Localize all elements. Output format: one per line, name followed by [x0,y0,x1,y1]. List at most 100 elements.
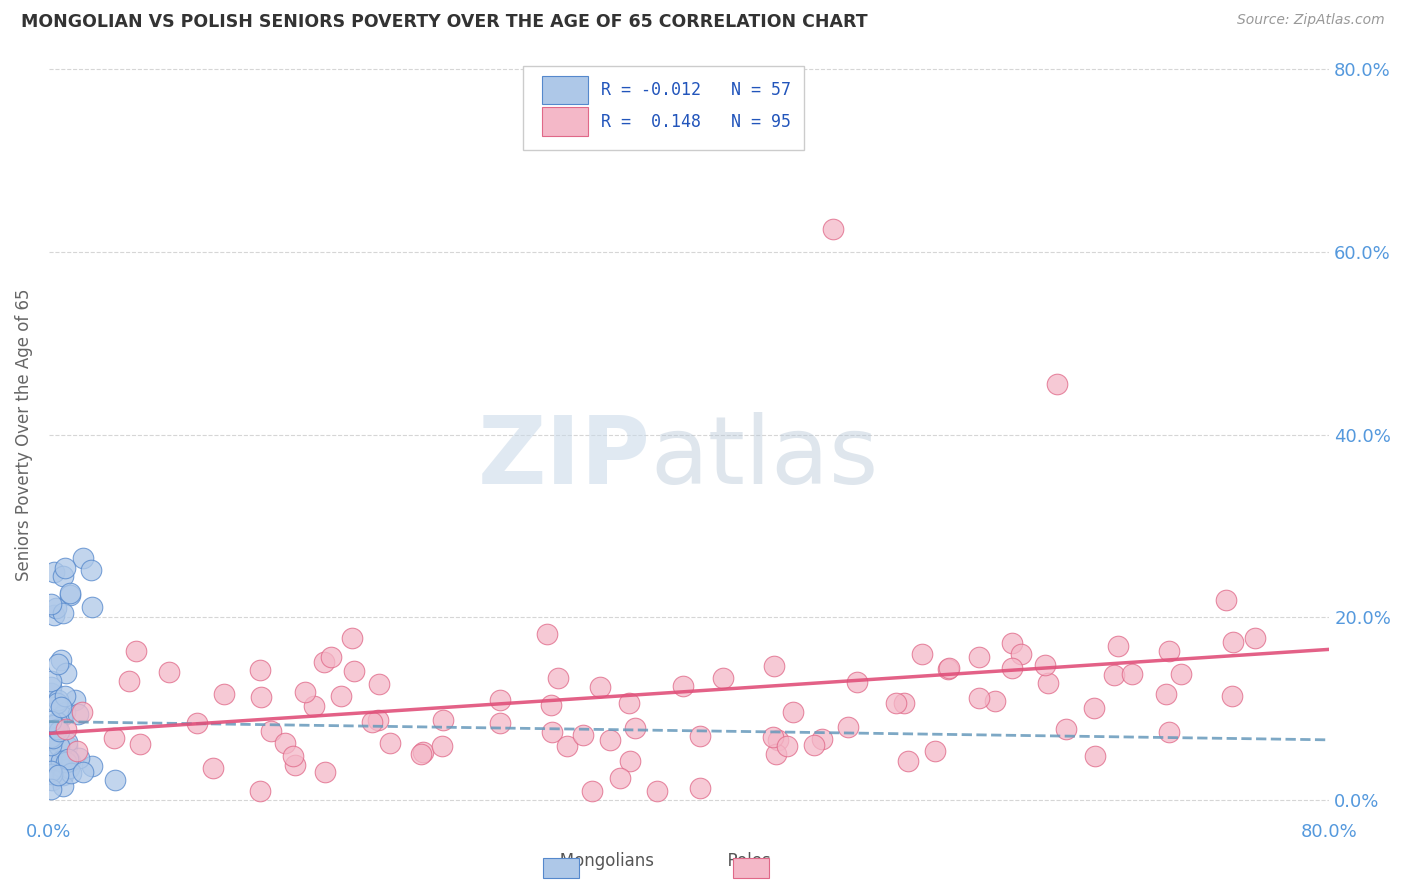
Point [936,662,959,676]
Point [124,644,146,658]
Point [1083,701,1105,715]
Point [711,671,734,685]
Point [46,696,69,710]
Point [72,765,94,780]
Point [55,723,77,737]
Point [557,739,579,753]
Point [55,706,77,720]
Point [846,675,869,690]
Point [811,731,834,746]
Point [249,690,271,705]
FancyBboxPatch shape [541,76,588,104]
Point [886,696,908,710]
Point [103,772,125,787]
Point [66,744,89,758]
Point [540,698,562,712]
Point [782,705,804,719]
Point [41,764,63,778]
Point [41,752,63,766]
Text: atlas: atlas [651,411,879,504]
Point [1010,647,1032,661]
Point [1121,667,1143,681]
Point [581,784,603,798]
Point [761,730,783,744]
Point [619,754,641,768]
Text: R =  0.148   N = 95: R = 0.148 N = 95 [600,112,790,131]
Point [624,722,647,736]
Point [117,673,139,688]
Point [599,732,621,747]
Point [51,568,73,582]
Point [361,714,384,729]
Point [589,680,612,694]
Text: MONGOLIAN VS POLISH SENIORS POVERTY OVER THE AGE OF 65 CORRELATION CHART: MONGOLIAN VS POLISH SENIORS POVERTY OVER… [21,13,868,31]
Point [1170,667,1192,681]
Point [343,664,366,678]
Point [823,222,845,236]
Point [186,716,208,731]
Point [55,755,77,769]
Point [1215,593,1237,607]
Point [911,647,934,661]
Point [368,677,391,691]
Point [1033,658,1056,673]
Point [672,679,695,693]
Point [249,784,271,798]
Point [897,754,920,768]
Point [609,772,631,786]
Point [49,700,72,714]
Point [59,585,82,599]
Point [49,754,72,768]
Point [39,753,62,767]
Point [274,736,297,750]
Point [39,738,62,752]
Point [66,707,89,722]
Text: Mongolians              Poles: Mongolians Poles [523,852,770,870]
Point [330,690,353,704]
Point [70,705,93,719]
Point [765,747,787,761]
Point [924,744,946,758]
Point [412,745,434,759]
Point [39,781,62,796]
Point [380,736,402,750]
Point [768,733,790,747]
Point [984,694,1007,708]
Point [547,671,569,685]
Point [51,709,73,723]
Text: R = -0.012   N = 57: R = -0.012 N = 57 [600,81,790,99]
Point [645,784,668,798]
Point [46,714,69,729]
Point [58,761,80,775]
Point [41,772,63,787]
Point [1159,644,1181,658]
Point [1220,690,1243,704]
Point [51,768,73,782]
Point [39,680,62,694]
Point [46,768,69,782]
Point [80,758,103,772]
Point [1244,631,1267,645]
Point [1001,636,1024,650]
Point [689,729,711,743]
Point [294,685,316,699]
Point [48,759,70,773]
Point [837,720,859,734]
Point [1036,676,1059,690]
Point [1102,667,1125,681]
Point [1001,660,1024,674]
Point [59,755,82,769]
Point [489,715,512,730]
Point [55,739,77,753]
Point [284,758,307,772]
Point [52,606,75,620]
Point [53,560,76,574]
Point [302,698,325,713]
Point [1083,748,1105,763]
Point [1054,722,1077,736]
Point [260,724,283,739]
Point [1154,687,1177,701]
Point [128,737,150,751]
Point [281,748,304,763]
Point [41,714,63,728]
